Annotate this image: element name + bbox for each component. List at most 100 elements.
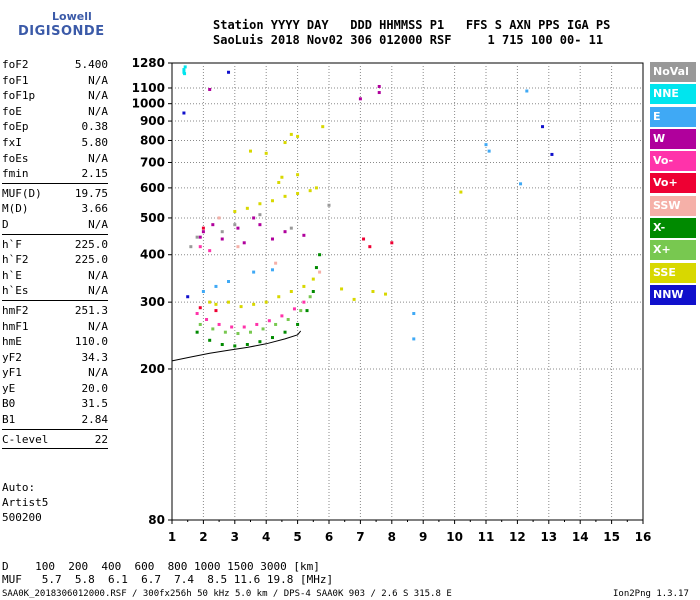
data-point [214,302,218,306]
param-label: foF1 [2,73,29,87]
param-value: 5.80 [81,135,109,149]
y-tick-label: 300 [140,295,165,309]
data-point [227,70,231,74]
param-label: B0 [2,397,16,411]
param-ye: yE 20.0 [2,381,108,397]
data-point [214,309,218,313]
x-tick-label: 1 [168,530,176,544]
x-tick-label: 11 [478,530,495,544]
data-point [264,300,268,304]
data-point [318,270,322,274]
data-point [211,327,215,331]
x-tick-label: 10 [446,530,463,544]
data-point [245,206,249,210]
data-point [283,230,287,234]
data-point [296,191,300,195]
data-point [236,245,240,249]
data-point [255,322,259,326]
param-label: foE [2,104,22,118]
data-point [311,277,315,281]
param-separator [2,448,108,450]
data-point [368,245,372,249]
param-hmf1: hmF1 N/A [2,319,108,335]
data-point [296,173,300,177]
data-point [352,297,356,301]
muf-row: MUF 5.7 5.8 6.1 6.7 7.4 8.5 11.6 19.8 [M… [2,573,334,586]
data-point [311,290,315,293]
param-value: 2.84 [81,413,109,427]
header-values: SaoLuis 2018 Nov02 306 012000 RSF 1 715 … [213,33,604,47]
param-value: N/A [88,284,108,298]
data-point [252,302,256,306]
param-label: hmF2 [2,303,29,317]
param-fof1: foF1 N/A [2,73,108,89]
polarization-legend: NoVal NNE E W Vo- Vo+ SSW X- X+ SSE NNW [650,62,696,307]
data-point [390,241,394,245]
y-tick-label: 700 [140,155,165,169]
data-point [459,190,463,194]
x-tick-label: 6 [325,530,333,544]
data-point [280,314,284,318]
param-value: N/A [88,319,108,333]
data-point [242,241,246,245]
data-point [289,226,293,230]
param-h-f2: h`F2 225.0 [2,252,108,268]
param-separator [2,233,108,235]
data-point [377,91,381,95]
data-point [289,132,293,136]
y-tick-label: 1100 [132,81,165,95]
data-point [223,330,227,334]
param-fof2: foF2 5.400 [2,57,108,73]
data-point [327,203,331,207]
data-point [249,149,252,153]
param-separator [2,182,108,184]
y-tick-label: 400 [140,248,165,262]
data-point [233,344,237,348]
x-tick-label: 7 [356,530,364,544]
data-point [321,125,325,129]
data-point [195,312,199,316]
data-point [302,233,306,237]
y-tick-label: 800 [140,133,165,147]
param-muf-d-: MUF(D) 19.75 [2,186,108,202]
legend-item-noval: NoVal [650,62,696,82]
data-point [261,327,265,331]
data-point [182,111,186,115]
y-tick-label: 1000 [132,97,165,111]
param-label: foEp [2,120,29,134]
param-label: fxI [2,135,22,149]
param-fmin: fmin 2.15 [2,166,108,182]
param-label: D [2,217,9,231]
data-point [412,312,416,316]
data-point [217,322,221,326]
data-point [371,290,375,293]
data-point [211,223,215,227]
data-point [258,223,262,227]
data-point [270,336,274,340]
data-point [305,309,309,313]
param-foe: foE N/A [2,104,108,120]
param-label: fmin [2,167,29,181]
data-point [198,306,202,310]
param-value: 225.0 [74,237,108,251]
legend-item-vo-: Vo+ [650,173,696,194]
data-point [186,295,190,299]
data-point [283,141,287,145]
legend-item-sse: SSE [650,262,696,283]
data-point [220,230,224,234]
data-point [220,343,224,347]
data-point [195,330,199,334]
x-tick-label: 12 [509,530,526,544]
data-point [227,280,231,284]
logo-line-1: Lowell [52,10,92,23]
param-label: h`E [2,268,22,282]
muf-table: D 100 200 400 600 800 1000 1500 3000 [km… [2,560,333,586]
legend-item-vo-: Vo- [650,151,696,172]
data-point [198,322,202,326]
data-point [299,309,303,313]
param-label: M(D) [2,202,29,216]
param-hme: hmE 110.0 [2,334,108,350]
param-m-d-: M(D) 3.66 [2,201,108,217]
data-point [195,235,199,239]
param-label: MUF(D) [2,186,42,200]
